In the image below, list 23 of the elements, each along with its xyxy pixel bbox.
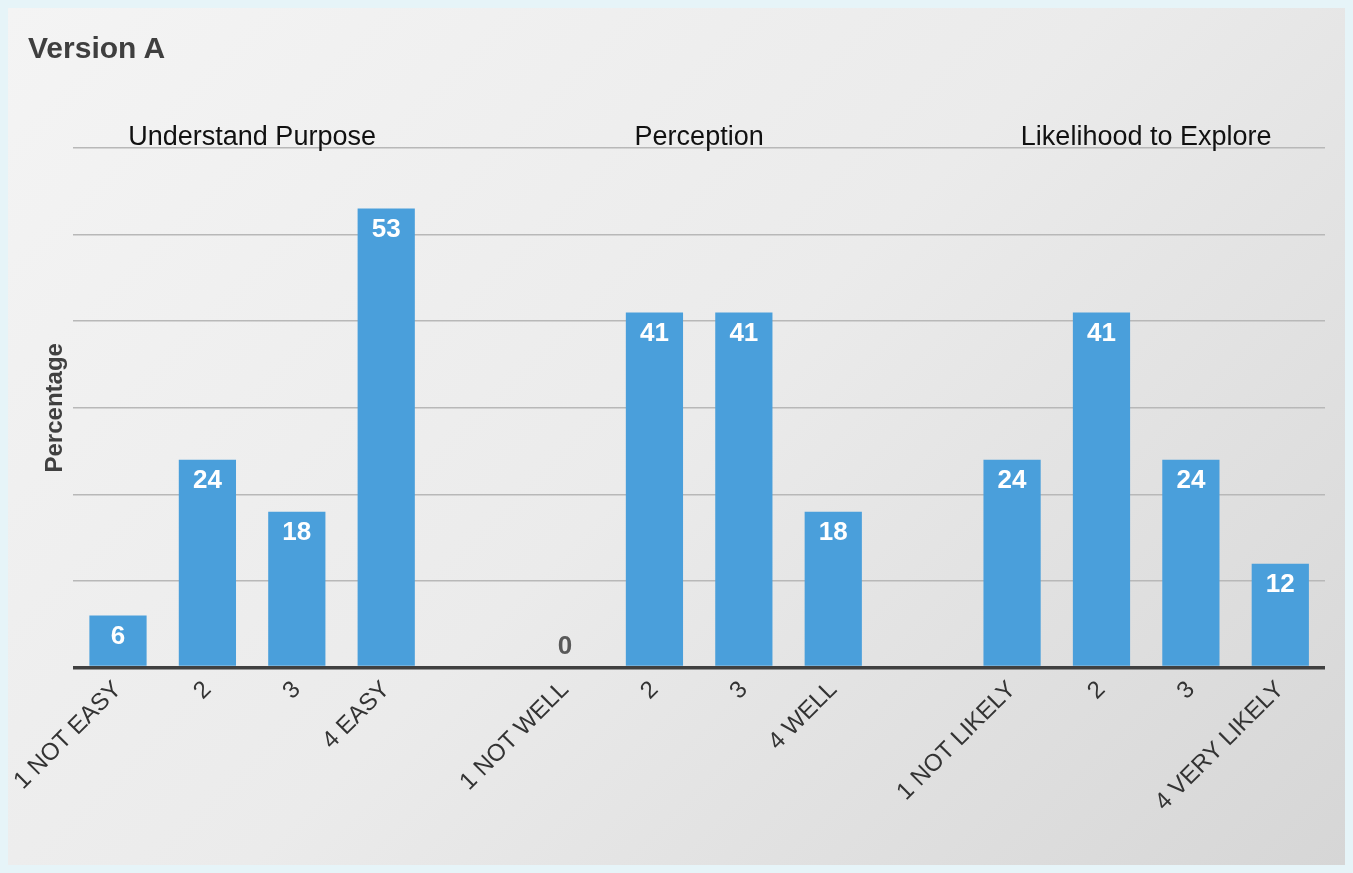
data-label: 0	[557, 629, 573, 660]
y-axis-title: Percentage	[39, 343, 67, 473]
x-tick-label: 2	[1081, 674, 1110, 704]
data-label: 53	[371, 212, 401, 243]
data-label: 18	[282, 515, 312, 546]
text: Perception	[634, 121, 764, 152]
chart-title: Version A	[28, 31, 166, 65]
data-label: 24	[1176, 463, 1206, 494]
data-label: 6	[110, 619, 126, 650]
data-label: 18	[818, 515, 848, 546]
x-tick-label: 2	[634, 674, 663, 704]
data-label: 12	[1265, 567, 1295, 598]
data-label: 41	[729, 316, 759, 347]
text: Understand Purpose	[128, 121, 376, 152]
data-label: 24	[192, 463, 223, 494]
text: Likelihood to Explore	[1020, 121, 1272, 152]
x-tick-label: 3	[276, 674, 306, 704]
data-label: 41	[1087, 316, 1116, 347]
x-tick-label: 2	[187, 674, 216, 704]
x-tick-label: 3	[1170, 674, 1200, 704]
x-tick-label: 3	[723, 674, 753, 704]
data-label: 41	[639, 316, 669, 347]
data-label: 24	[997, 463, 1028, 494]
